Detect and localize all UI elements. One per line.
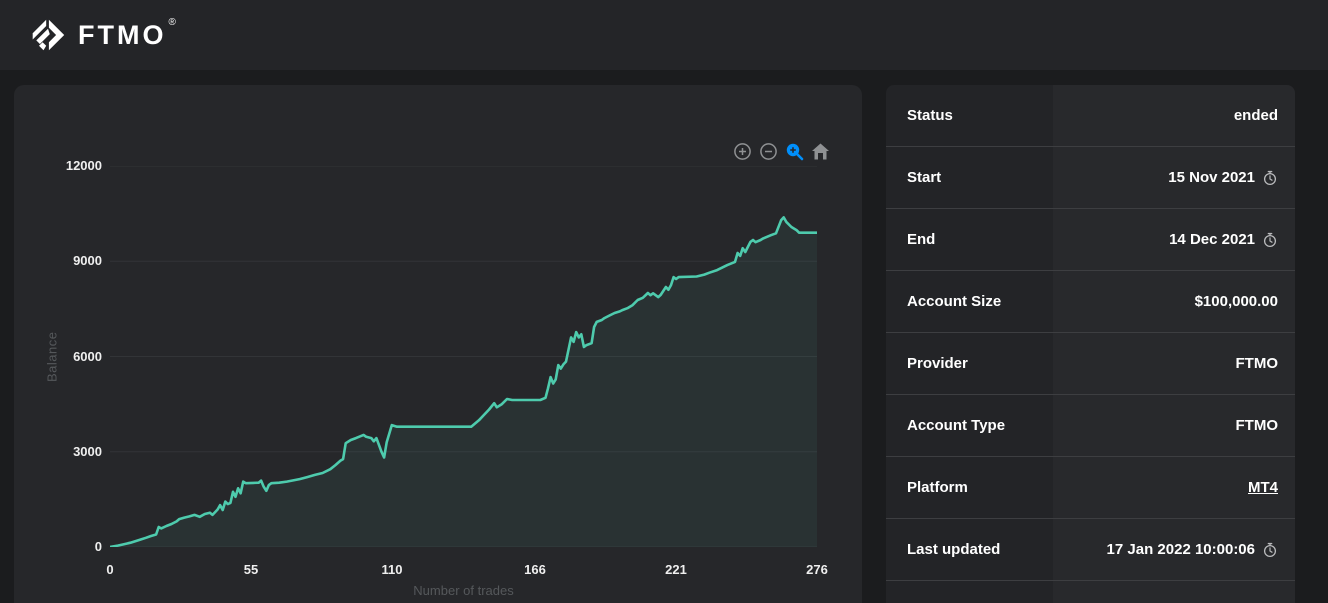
- app-header: FTMO ®: [0, 0, 1328, 70]
- info-label: Platform: [886, 457, 1053, 518]
- y-tick-label: 0: [94, 539, 102, 554]
- zoom-in-icon[interactable]: [733, 142, 752, 161]
- info-row-account-type: Account Type FTMO: [886, 395, 1295, 457]
- info-label: [886, 581, 1053, 603]
- zoom-out-icon[interactable]: [759, 142, 778, 161]
- x-axis-title: Number of trades: [413, 583, 514, 598]
- home-reset-icon[interactable]: [811, 142, 830, 161]
- info-value-cell: 14 Dec 2021: [1053, 209, 1295, 270]
- clock-icon: [1263, 542, 1277, 557]
- info-row-start: Start 15 Nov 2021: [886, 147, 1295, 209]
- selection-zoom-icon[interactable]: [785, 142, 804, 161]
- registered-trademark: ®: [168, 17, 176, 28]
- info-value: FTMO: [1235, 355, 1279, 372]
- chart-toolbar: [733, 142, 830, 161]
- info-row-end: End 14 Dec 2021: [886, 209, 1295, 271]
- info-value: FTMO: [1235, 417, 1279, 434]
- info-row-account-size: Account Size $100,000.00: [886, 271, 1295, 333]
- info-row-last-updated: Last updated 17 Jan 2022 10:00:06: [886, 519, 1295, 581]
- table-row-partial: [886, 581, 1295, 603]
- balance-line: [110, 216, 817, 547]
- info-value-cell: [1053, 581, 1295, 603]
- info-value-cell: ended: [1053, 85, 1295, 146]
- ftmo-diamond-icon: [32, 19, 65, 51]
- info-row-platform: Platform MT4: [886, 457, 1295, 519]
- x-tick-label: 55: [243, 562, 259, 577]
- info-label: Provider: [886, 333, 1053, 394]
- balance-area-fill: [110, 217, 817, 547]
- info-label: Status: [886, 85, 1053, 146]
- info-value-cell: $100,000.00: [1053, 271, 1295, 332]
- info-value-cell: FTMO: [1053, 333, 1295, 394]
- info-row-status: Status ended: [886, 85, 1295, 147]
- x-tick-label: 221: [665, 562, 687, 577]
- y-tick-label: 9000: [73, 253, 102, 268]
- clock-icon: [1263, 232, 1277, 247]
- info-value: ended: [1233, 107, 1278, 124]
- platform-link[interactable]: MT4: [1248, 479, 1278, 496]
- x-tick-label: 110: [381, 562, 403, 577]
- info-value-cell: 15 Nov 2021: [1053, 147, 1295, 208]
- info-value: 17 Jan 2022 10:00:06: [1106, 541, 1255, 558]
- info-value-cell: 17 Jan 2022 10:00:06: [1053, 519, 1295, 580]
- account-info-table: Status ended Start 15 Nov 2021 End 14 De…: [886, 85, 1295, 603]
- gridlines: [110, 166, 817, 547]
- info-row-provider: Provider FTMO: [886, 333, 1295, 395]
- info-value: 14 Dec 2021: [1169, 231, 1255, 248]
- info-value-cell: MT4: [1053, 457, 1295, 518]
- x-tick-label: 166: [524, 562, 546, 577]
- x-tick-label: 0: [106, 562, 114, 577]
- info-value: 15 Nov 2021: [1168, 169, 1255, 186]
- y-tick-label: 12000: [65, 158, 102, 173]
- info-label: End: [886, 209, 1053, 270]
- info-label: Last updated: [886, 519, 1053, 580]
- clock-icon: [1263, 170, 1277, 185]
- info-value: $100,000.00: [1194, 293, 1278, 310]
- info-label: Account Type: [886, 395, 1053, 456]
- brand-name: FTMO: [78, 20, 167, 50]
- balance-chart-card: Balance 12000 9000 6000 3000 0 0 55 110 166 221 2…: [14, 85, 862, 603]
- ftmo-logo[interactable]: FTMO ®: [30, 17, 176, 53]
- info-label: Account Size: [886, 271, 1053, 332]
- y-tick-label: 6000: [73, 349, 102, 364]
- y-tick-label: 3000: [73, 444, 102, 459]
- info-value-cell: FTMO: [1053, 395, 1295, 456]
- balance-line-chart[interactable]: [110, 166, 817, 547]
- info-label: Start: [886, 147, 1053, 208]
- x-tick-label: 276: [806, 562, 828, 577]
